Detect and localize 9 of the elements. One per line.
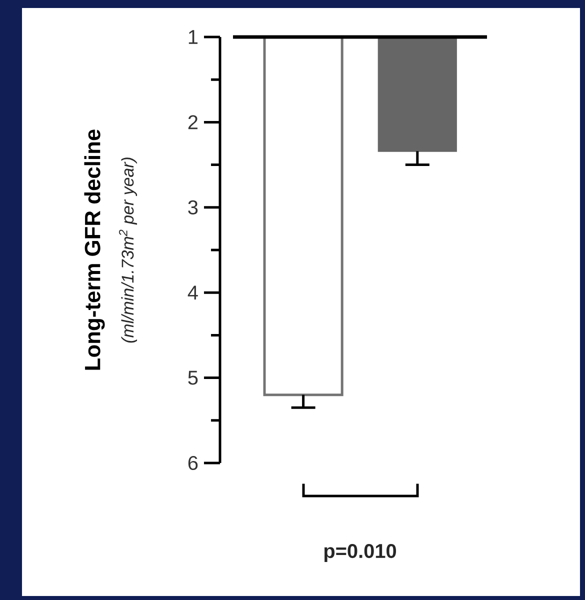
y-tick-label: 6: [188, 456, 198, 470]
y-tick-label: 5: [188, 370, 198, 385]
y-axis-title: Long-term GFR decline: [84, 130, 105, 370]
y-tick-label: 2: [188, 115, 198, 130]
y-tick-label: 4: [188, 286, 198, 300]
text: p=0.010: [324, 544, 396, 562]
y-tick-label: 3: [188, 200, 198, 214]
y-tick-label: 1: [188, 30, 198, 44]
text: (ml/min/1.73m$^{2}$ per year): [118, 158, 138, 343]
